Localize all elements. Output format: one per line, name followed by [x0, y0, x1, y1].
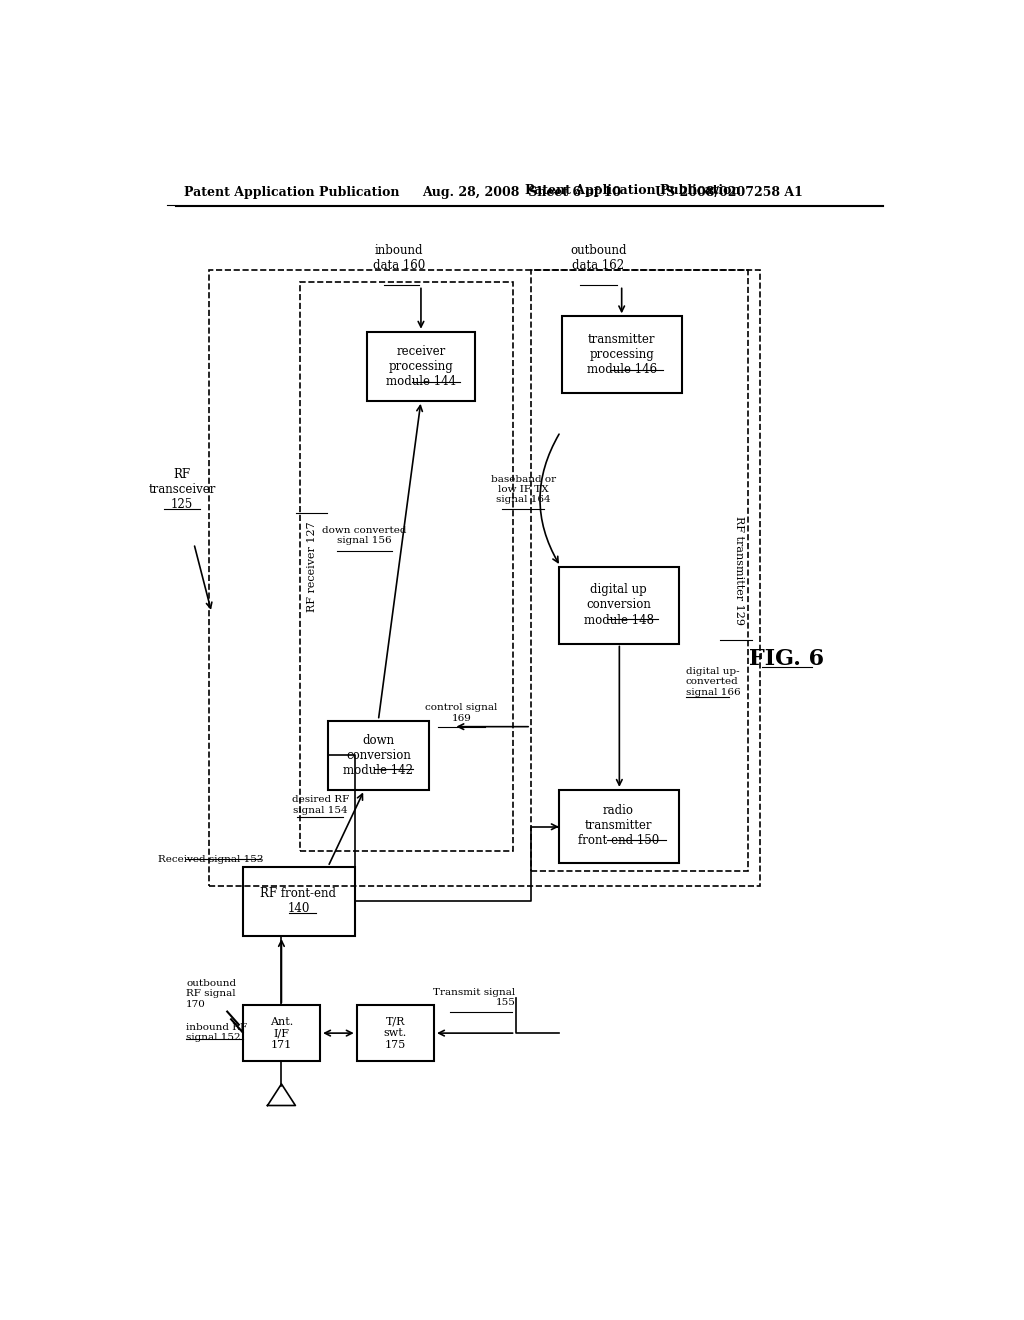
Text: RF transmitter 129: RF transmitter 129 — [734, 516, 743, 624]
Bar — [328, 721, 429, 789]
Text: Patent Application Publication: Patent Application Publication — [183, 186, 399, 199]
Text: receiver
processing
module 144: receiver processing module 144 — [386, 345, 456, 388]
Text: outbound
RF signal
170: outbound RF signal 170 — [186, 979, 237, 1008]
Text: desired RF
signal 154: desired RF signal 154 — [292, 796, 349, 814]
Text: RF front-end
140: RF front-end 140 — [260, 887, 337, 916]
Bar — [300, 281, 513, 851]
Text: outbound
data 162: outbound data 162 — [570, 244, 627, 272]
Text: control signal
169: control signal 169 — [425, 704, 498, 722]
Text: Transmit signal
155: Transmit signal 155 — [433, 987, 515, 1007]
Text: baseband or
low IF TX
signal 164: baseband or low IF TX signal 164 — [490, 475, 556, 504]
Text: Aug. 28, 2008  Sheet 6 of 10: Aug. 28, 2008 Sheet 6 of 10 — [423, 186, 622, 199]
Text: T/R
swt.
175: T/R swt. 175 — [384, 1016, 407, 1049]
Bar — [559, 566, 679, 644]
Text: Patent Application Publication: Patent Application Publication — [524, 185, 740, 197]
Text: inbound RF
signal 152: inbound RF signal 152 — [186, 1023, 247, 1041]
Text: US 2008/0207258 A1: US 2008/0207258 A1 — [655, 186, 803, 199]
Text: down
conversion
module 142: down conversion module 142 — [343, 734, 414, 776]
Bar — [209, 271, 760, 886]
Text: FIG. 6: FIG. 6 — [750, 648, 824, 671]
Bar — [562, 317, 682, 393]
Text: Ant.
I/F
171: Ant. I/F 171 — [270, 1016, 293, 1049]
Bar — [531, 271, 748, 871]
Text: down converted
signal 156: down converted signal 156 — [323, 525, 407, 545]
Bar — [559, 789, 679, 863]
Bar — [356, 1006, 434, 1061]
Bar — [243, 867, 355, 936]
Text: RF
transceiver
125: RF transceiver 125 — [148, 469, 216, 511]
Text: digital up
conversion
module 148: digital up conversion module 148 — [584, 583, 653, 627]
Text: digital up-
converted
signal 166: digital up- converted signal 166 — [686, 667, 740, 697]
Text: radio
transmitter
front-end 150: radio transmitter front-end 150 — [578, 804, 659, 847]
Text: Received signal 153: Received signal 153 — [158, 854, 263, 863]
Text: inbound
data 160: inbound data 160 — [373, 244, 425, 272]
Text: RF receiver 127: RF receiver 127 — [306, 521, 316, 611]
Bar — [243, 1006, 321, 1061]
Bar — [367, 331, 475, 401]
Text: transmitter
processing
module 146: transmitter processing module 146 — [587, 333, 656, 376]
